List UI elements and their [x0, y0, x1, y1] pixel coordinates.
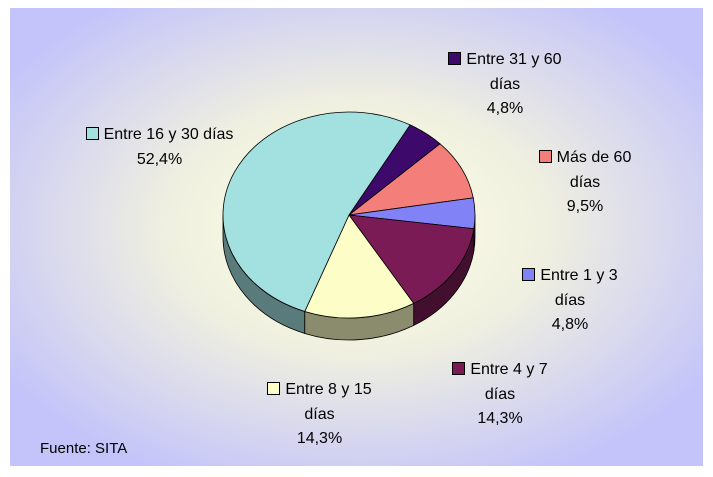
value-label: 52,4% [136, 150, 183, 168]
source: Fuente: SITA [40, 440, 128, 457]
data-label: Más de 60 días 9,5% [530, 146, 640, 220]
legend-key [538, 150, 552, 163]
data-label: Entre 16 y 30 días 52,4% [82, 123, 237, 172]
slice [347, 143, 474, 216]
category-name: Más de 60 días [556, 149, 632, 191]
data-label: Entre 31 y 60 días 4,8% [435, 48, 575, 122]
category-name: Entre 8 y 15 días [285, 381, 372, 423]
category-name: Entre 1 y 3 días [540, 267, 618, 309]
pie [222, 111, 476, 341]
value-label: 9,5% [566, 198, 604, 215]
value-label: 14,3% [296, 430, 343, 447]
legend-key [522, 268, 536, 281]
value-label: 4,8% [551, 316, 589, 333]
data-label: Entre 8 y 15 días 14,3% [252, 378, 387, 452]
legend-key [267, 382, 281, 395]
legend-key [85, 127, 99, 140]
category-name: Entre 16 y 30 días [103, 126, 234, 143]
legend-key [452, 362, 466, 375]
category-name: Entre 4 y 7 días [470, 361, 548, 403]
slice [222, 111, 411, 312]
slice [348, 214, 475, 304]
data-label: Entre 4 y 7 días 14,3% [445, 358, 555, 432]
category-name: Entre 31 y 60 días [466, 51, 562, 93]
slice [304, 214, 415, 319]
legend-key [448, 52, 462, 65]
data-label: Entre 1 y 3 días 4,8% [515, 264, 625, 338]
value-label: 4,8% [486, 100, 524, 117]
value-label: 14,3% [477, 410, 523, 427]
